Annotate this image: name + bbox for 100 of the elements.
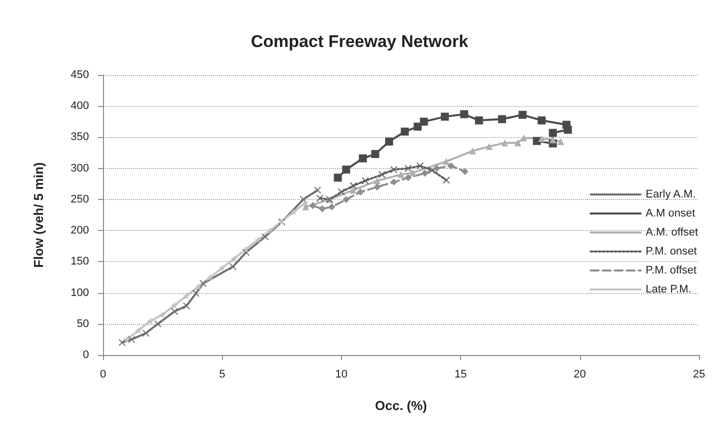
- point: [362, 177, 369, 184]
- point: [486, 143, 493, 150]
- point: [135, 326, 142, 334]
- point: [194, 283, 202, 290]
- point: [420, 118, 428, 126]
- y-tick-label: 350: [70, 131, 89, 144]
- x-tick-label: 20: [574, 368, 586, 380]
- point: [448, 162, 455, 170]
- y-axis-title: Flow (veh/ 5 min): [31, 162, 46, 268]
- point: [309, 202, 316, 210]
- point: [358, 154, 367, 162]
- point: [147, 317, 154, 324]
- point: [334, 174, 342, 182]
- x-tick-label: 10: [335, 368, 348, 380]
- y-tick-label: 250: [70, 193, 89, 206]
- point: [266, 227, 274, 234]
- point: [350, 186, 357, 194]
- point: [328, 203, 336, 210]
- legend-label: Early A.M.: [646, 188, 696, 200]
- point: [290, 208, 298, 216]
- point: [302, 199, 310, 206]
- y-tick-label: 50: [76, 318, 89, 330]
- legend-label: A.M onset: [646, 208, 696, 220]
- point: [218, 264, 226, 272]
- point: [409, 169, 416, 176]
- point: [433, 164, 440, 172]
- point: [460, 110, 468, 118]
- legend-label: P.M. offset: [646, 264, 697, 276]
- point: [390, 166, 398, 174]
- point: [128, 336, 136, 343]
- point: [398, 171, 404, 178]
- x-tick-label: 0: [100, 368, 106, 380]
- point: [564, 126, 572, 134]
- point: [314, 186, 322, 194]
- point: [123, 336, 130, 343]
- point: [206, 274, 214, 281]
- legend-label: P.M. onset: [646, 246, 697, 258]
- y-tick-label: 450: [70, 69, 89, 81]
- point: [390, 178, 398, 186]
- x-tick-label: 5: [219, 368, 226, 380]
- point: [404, 164, 412, 172]
- point: [538, 134, 546, 142]
- point: [501, 139, 508, 146]
- point: [338, 188, 345, 196]
- point: [374, 184, 381, 190]
- point: [549, 136, 556, 144]
- point: [242, 246, 250, 253]
- point: [518, 110, 527, 119]
- y-tick-label: 100: [70, 286, 89, 299]
- point: [538, 116, 546, 124]
- y-tick-label: 150: [70, 256, 89, 268]
- point: [182, 292, 190, 300]
- point: [371, 150, 380, 158]
- legend-label: Late P.M.: [646, 284, 692, 296]
- point: [498, 115, 506, 124]
- point: [171, 308, 178, 315]
- point: [262, 233, 269, 240]
- point: [316, 194, 324, 202]
- point: [192, 290, 200, 297]
- point: [514, 139, 522, 146]
- point: [378, 171, 386, 178]
- point: [400, 128, 409, 136]
- y-tick-label: 300: [70, 162, 89, 174]
- point: [469, 147, 476, 154]
- point: [548, 128, 557, 137]
- point: [474, 116, 483, 124]
- point: [350, 182, 357, 190]
- point: [159, 311, 166, 318]
- y-tick-label: 400: [70, 100, 89, 112]
- point: [182, 302, 190, 310]
- point: [342, 196, 350, 203]
- point: [461, 168, 468, 175]
- point: [318, 205, 326, 212]
- point: [440, 112, 449, 121]
- x-tick-label: 15: [454, 368, 467, 380]
- point: [200, 280, 207, 287]
- legend-label: A.M. offset: [646, 226, 698, 238]
- x-tick-label: 25: [692, 368, 706, 380]
- point: [416, 162, 424, 170]
- point: [421, 170, 428, 177]
- y-tick-label: 0: [82, 349, 89, 361]
- point: [374, 177, 381, 184]
- point: [118, 339, 126, 346]
- point: [154, 320, 162, 328]
- y-tick-label: 200: [70, 224, 89, 237]
- point: [142, 330, 150, 337]
- point: [254, 236, 262, 244]
- point: [557, 138, 564, 146]
- point: [342, 166, 350, 174]
- point: [229, 263, 236, 270]
- point: [171, 302, 178, 309]
- point: [230, 255, 238, 262]
- point: [385, 138, 394, 146]
- x-axis-title: Occ. (%): [374, 398, 428, 413]
- point: [356, 188, 364, 196]
- point: [442, 158, 450, 165]
- point: [414, 122, 422, 131]
- chart-title: Compact Freeway Network: [250, 32, 469, 51]
- point: [520, 134, 528, 142]
- point: [404, 174, 412, 182]
